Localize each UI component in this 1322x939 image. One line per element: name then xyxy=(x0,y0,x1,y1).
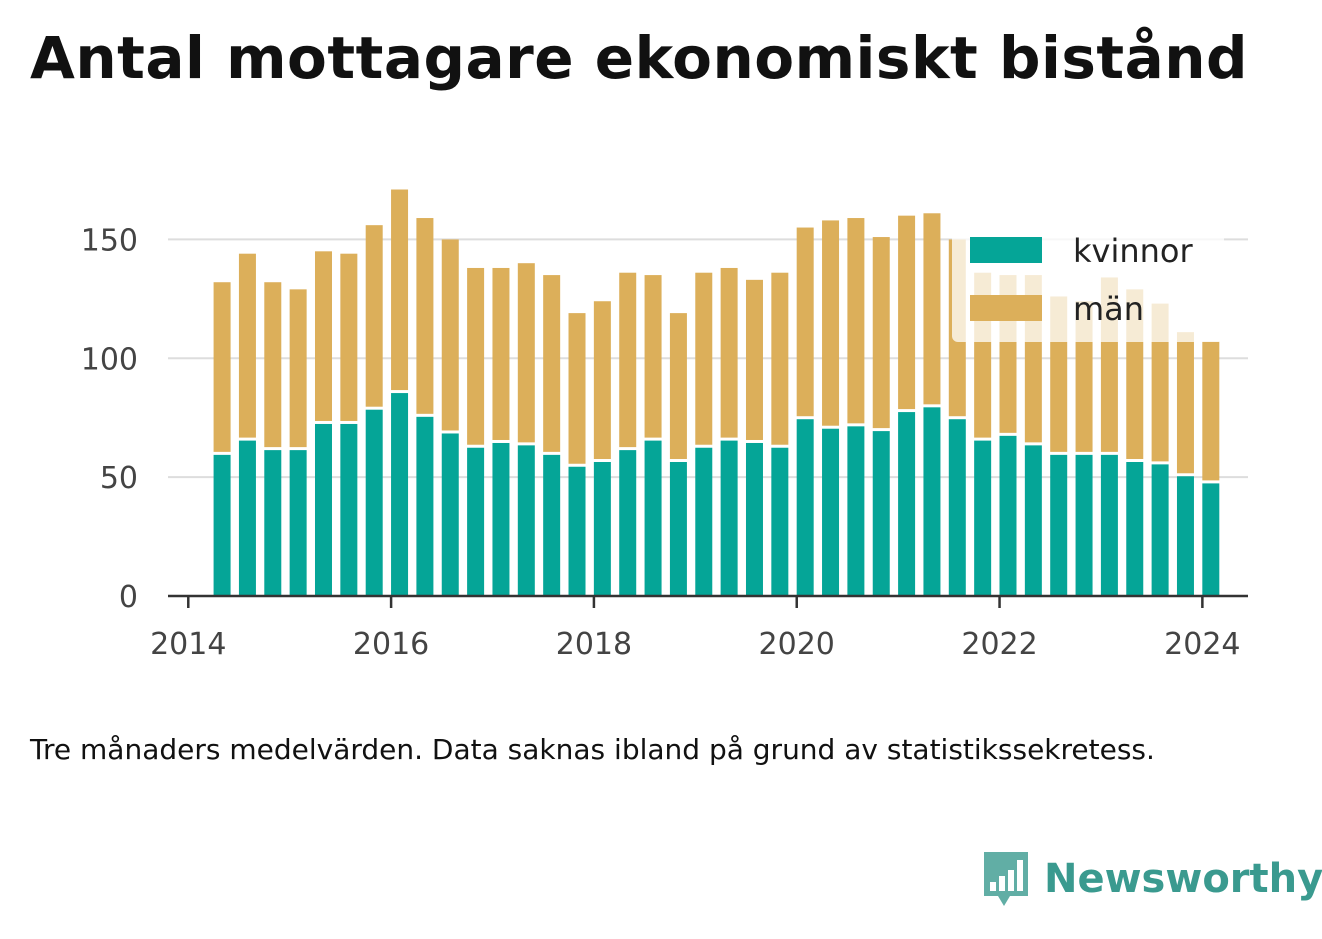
bar-man xyxy=(391,189,409,391)
bar-kvinnor xyxy=(1126,462,1144,596)
bar-man xyxy=(416,218,434,414)
bar-man xyxy=(593,301,611,460)
bar-kvinnor xyxy=(1202,483,1220,596)
bar-man xyxy=(441,239,459,431)
bar-man xyxy=(619,272,637,448)
bar-man xyxy=(872,237,890,429)
bar-kvinnor xyxy=(517,445,535,596)
y-tick-label: 100 xyxy=(81,342,138,377)
bar-kvinnor xyxy=(1176,476,1194,596)
chart-title: Antal mottagare ekonomiskt bistånd xyxy=(30,24,1249,92)
bar-man xyxy=(238,253,256,438)
bar-kvinnor xyxy=(416,416,434,596)
bar-man xyxy=(492,267,510,440)
legend-swatch xyxy=(970,237,1042,263)
bar-kvinnor xyxy=(771,447,789,596)
bar-man xyxy=(467,267,485,445)
bar-kvinnor xyxy=(492,442,510,596)
bar-kvinnor xyxy=(872,431,890,596)
legend-label: kvinnor xyxy=(1073,232,1194,270)
bar-kvinnor xyxy=(948,419,966,596)
bar-man xyxy=(695,272,713,445)
bar-man xyxy=(289,289,307,448)
bar-kvinnor xyxy=(669,462,687,596)
bar-man xyxy=(923,213,941,405)
bar-man xyxy=(796,227,814,417)
bar-kvinnor xyxy=(1100,454,1118,596)
bar-kvinnor xyxy=(1024,445,1042,596)
bar-kvinnor xyxy=(568,466,586,596)
brand-name: Newsworthy xyxy=(1044,856,1322,902)
bar-kvinnor xyxy=(593,462,611,596)
newsworthy-brand[interactable]: Newsworthy xyxy=(980,848,1322,910)
bar-kvinnor xyxy=(695,447,713,596)
bar-kvinnor xyxy=(720,440,738,596)
x-tick-label: 2014 xyxy=(150,627,226,662)
bar-kvinnor xyxy=(213,454,231,596)
x-tick-label: 2022 xyxy=(961,627,1037,662)
bar-kvinnor xyxy=(543,454,561,596)
bar-man xyxy=(644,275,662,438)
legend-label: män xyxy=(1073,290,1144,328)
bar-kvinnor xyxy=(1075,454,1093,596)
bar-man xyxy=(365,225,383,407)
bar-man xyxy=(517,263,535,443)
x-tick-label: 2018 xyxy=(556,627,632,662)
bar-kvinnor xyxy=(1050,454,1068,596)
bar-kvinnor xyxy=(441,433,459,596)
bar-man xyxy=(822,220,840,426)
bar-kvinnor xyxy=(745,442,763,596)
bar-man xyxy=(771,272,789,445)
bar-man xyxy=(543,275,561,452)
bar-kvinnor xyxy=(391,393,409,596)
bar-man xyxy=(720,267,738,438)
bar-kvinnor xyxy=(898,412,916,596)
bar-kvinnor xyxy=(974,440,992,596)
bar-kvinnor xyxy=(644,440,662,596)
bar-man xyxy=(898,215,916,410)
bar-kvinnor xyxy=(999,435,1017,596)
bar-man xyxy=(213,282,231,452)
bar-man xyxy=(669,313,687,460)
bar-kvinnor xyxy=(1151,464,1169,596)
bar-kvinnor xyxy=(619,450,637,596)
bar-kvinnor xyxy=(847,426,865,596)
bar-kvinnor xyxy=(923,407,941,596)
bar-man xyxy=(314,251,332,421)
bar-kvinnor xyxy=(264,450,282,596)
x-tick-label: 2020 xyxy=(759,627,835,662)
y-tick-label: 0 xyxy=(119,580,138,615)
bar-man xyxy=(568,313,586,464)
bar-kvinnor xyxy=(314,423,332,596)
legend-swatch xyxy=(970,295,1042,321)
x-tick-label: 2024 xyxy=(1164,627,1240,662)
x-tick-label: 2016 xyxy=(353,627,429,662)
bar-man xyxy=(745,279,763,440)
bar-man xyxy=(1202,341,1220,481)
chart-caption: Tre månaders medelvärden. Data saknas ib… xyxy=(30,733,1155,766)
bar-man xyxy=(340,253,358,421)
bar-kvinnor xyxy=(822,428,840,596)
bar-man xyxy=(847,218,865,424)
bar-kvinnor xyxy=(340,423,358,596)
y-tick-label: 150 xyxy=(81,223,138,258)
newsworthy-logo-icon xyxy=(984,852,1028,906)
bar-kvinnor xyxy=(796,419,814,596)
bar-kvinnor xyxy=(467,447,485,596)
bar-kvinnor xyxy=(365,409,383,596)
bar-man xyxy=(1151,303,1169,462)
bar-kvinnor xyxy=(238,440,256,596)
y-tick-label: 50 xyxy=(100,461,138,496)
bar-kvinnor xyxy=(289,450,307,596)
bar-man xyxy=(1176,332,1194,474)
bar-man xyxy=(264,282,282,448)
